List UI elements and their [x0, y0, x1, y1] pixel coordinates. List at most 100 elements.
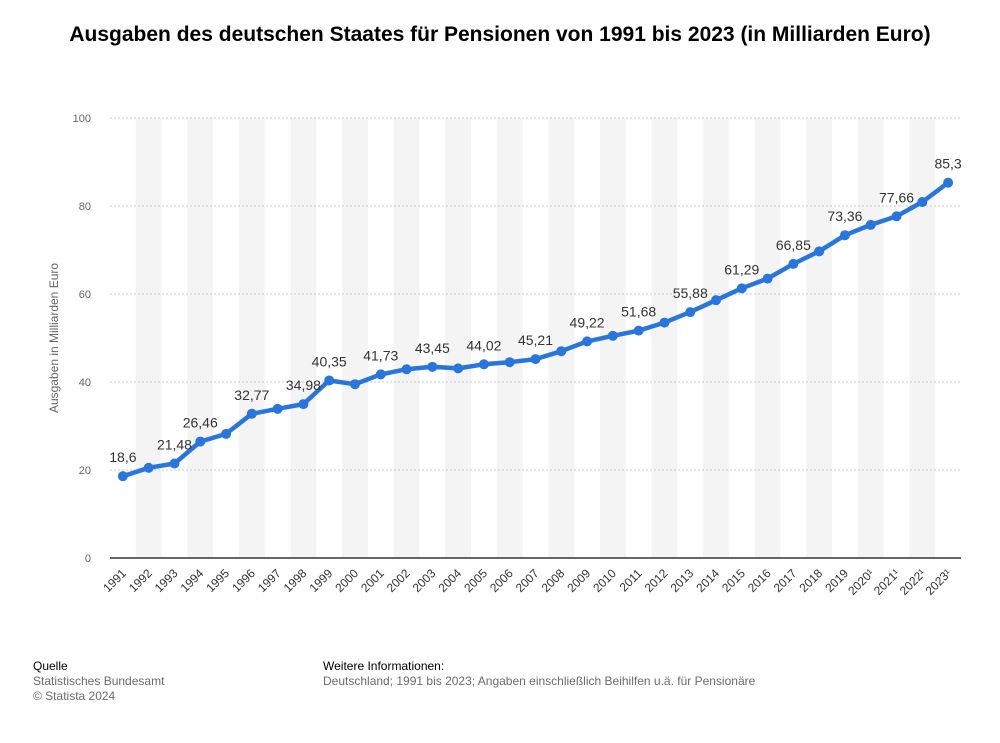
x-axis-ticks: 1991199219931994199519961997199819992000…	[100, 566, 954, 598]
data-label: 43,45	[415, 340, 450, 356]
x-tick-label: 2018	[797, 566, 826, 595]
x-tick-label: 2014	[693, 566, 722, 595]
data-point	[401, 364, 412, 375]
x-tick-label: 2005	[461, 566, 490, 595]
data-label: 49,22	[570, 314, 605, 330]
data-point	[865, 219, 876, 230]
data-point	[556, 346, 567, 357]
data-point	[917, 197, 928, 208]
y-tick-label: 0	[85, 553, 91, 565]
x-tick-label: 2020¹	[845, 566, 877, 598]
x-tick-label: 1994	[178, 566, 207, 595]
chart-title: Ausgaben des deutschen Staates für Pensi…	[69, 23, 931, 46]
data-label: 41,73	[363, 347, 398, 363]
x-tick-label: 2003	[410, 566, 439, 595]
data-point	[143, 462, 154, 473]
data-label: 77,66	[879, 189, 914, 205]
data-point	[478, 359, 489, 370]
column-bands	[135, 118, 936, 558]
info-text: Deutschland; 1991 bis 2023; Angaben eins…	[323, 674, 756, 688]
data-label: 44,02	[466, 337, 501, 353]
data-label: 26,46	[183, 415, 218, 431]
x-tick-label: 1993	[152, 566, 181, 595]
x-tick-label: 1992	[126, 566, 155, 595]
data-point	[839, 230, 850, 241]
data-point	[736, 283, 747, 294]
data-point	[582, 336, 593, 347]
column-band	[806, 118, 833, 558]
x-tick-label: 2006	[487, 566, 516, 595]
data-point	[814, 246, 825, 257]
data-point	[633, 325, 644, 336]
y-axis-label: Ausgaben in Milliarden Euro	[47, 263, 61, 413]
source-heading: Quelle	[33, 659, 68, 673]
x-tick-label: 2021¹	[871, 566, 903, 598]
x-tick-label: 1995	[203, 566, 232, 595]
column-band	[703, 118, 729, 558]
data-point	[324, 375, 335, 386]
info-block: Weitere Informationen: Deutschland; 1991…	[323, 659, 755, 689]
x-tick-label: 1991	[100, 566, 129, 595]
column-band	[135, 118, 162, 558]
data-point	[272, 403, 283, 414]
data-label: 40,35	[312, 353, 347, 369]
x-tick-label: 2017	[771, 566, 800, 595]
column-band	[187, 118, 214, 558]
data-point	[943, 177, 954, 188]
x-tick-label: 2012	[642, 566, 671, 595]
data-point	[762, 273, 773, 284]
x-tick-label: 2023¹	[923, 566, 955, 598]
column-band	[342, 118, 368, 558]
source-name[interactable]: Statistisches Bundesamt	[33, 674, 165, 688]
gridlines	[110, 117, 961, 471]
x-tick-label: 2000	[332, 566, 361, 595]
data-point	[169, 458, 180, 469]
column-band	[445, 118, 472, 558]
data-label: 85,3	[934, 156, 961, 172]
data-point	[607, 330, 618, 341]
x-tick-label: 2022¹	[897, 566, 929, 598]
x-tick-label: 2009	[564, 566, 593, 595]
data-point	[298, 399, 309, 410]
data-point	[659, 317, 670, 328]
data-label: 73,36	[827, 208, 862, 224]
data-points	[117, 177, 954, 482]
data-label: 21,48	[157, 436, 192, 452]
copyright[interactable]: © Statista 2024	[33, 689, 116, 703]
data-point	[530, 354, 541, 365]
data-label: 45,21	[518, 332, 553, 348]
data-point	[221, 428, 232, 439]
data-point	[375, 369, 386, 380]
x-tick-label: 2008	[539, 566, 568, 595]
x-tick-label: 2016	[745, 566, 774, 595]
data-label: 55,88	[673, 285, 708, 301]
y-axis-ticks: 0 20 40 60 80 100	[73, 113, 91, 565]
y-tick-label: 60	[79, 289, 91, 301]
data-label: 66,85	[776, 237, 811, 253]
column-band	[290, 118, 317, 558]
data-label: 34,98	[286, 377, 321, 393]
column-band	[238, 118, 265, 558]
info-heading: Weitere Informationen:	[323, 659, 445, 673]
data-labels: 18,6 21,48 26,46 32,77 34,98 40,35 41,73 43,45 4…	[109, 156, 962, 465]
y-tick-label: 20	[79, 465, 91, 477]
column-band	[496, 118, 523, 558]
source-block: Quelle Statistisches Bundesamt © Statist…	[33, 659, 164, 704]
x-tick-label: 2015	[719, 566, 748, 595]
column-band	[857, 118, 884, 558]
x-tick-label: 2004	[435, 566, 464, 595]
column-band	[393, 118, 420, 558]
data-point	[891, 211, 902, 222]
x-tick-label: 2001	[358, 566, 387, 595]
data-point	[246, 408, 257, 419]
x-tick-label: 1996	[229, 566, 258, 595]
data-point	[504, 357, 515, 368]
x-tick-label: 2013	[668, 566, 697, 595]
x-tick-label: 2010	[590, 566, 619, 595]
data-point	[453, 363, 464, 374]
data-label: 32,77	[234, 387, 269, 403]
data-label: 18,6	[109, 449, 136, 465]
y-tick-label: 80	[79, 201, 91, 213]
x-tick-label: 1997	[255, 566, 284, 595]
